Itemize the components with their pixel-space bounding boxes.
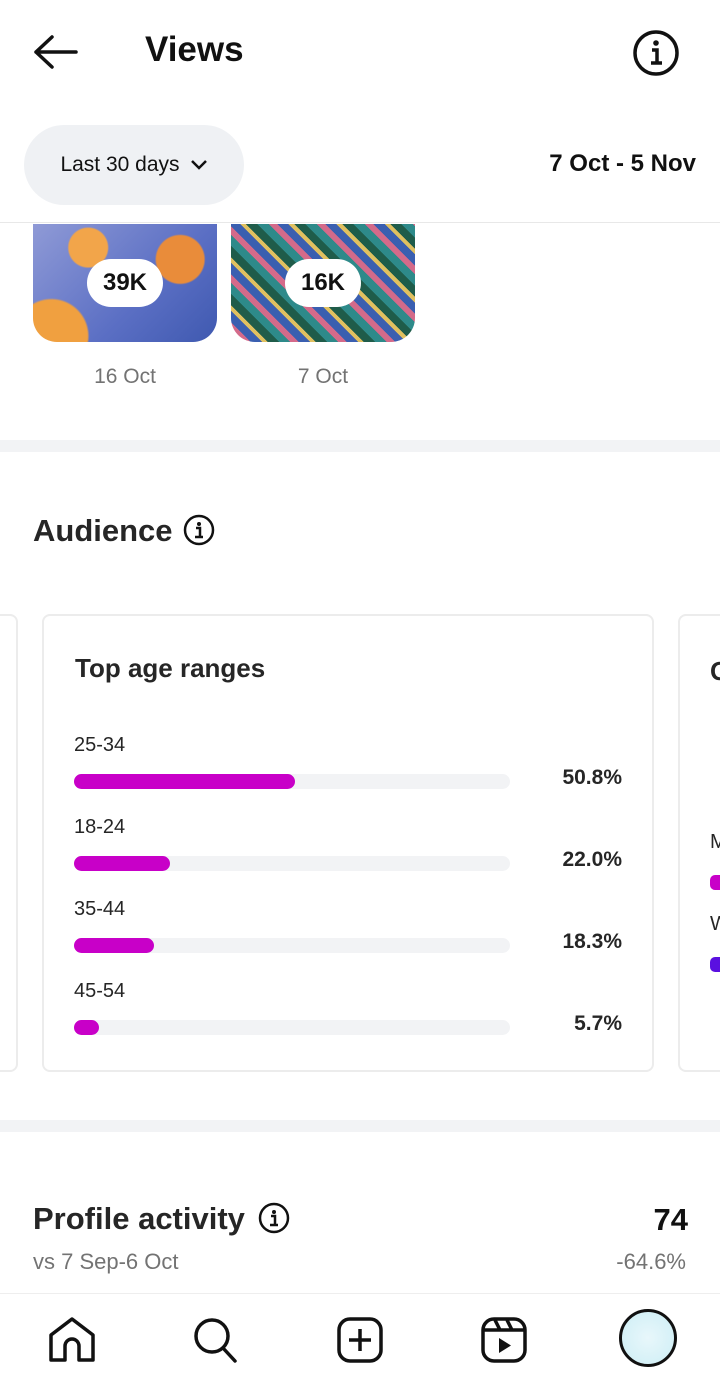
age-range-label: 35-44 [74, 898, 126, 920]
card-title: G [710, 656, 720, 686]
change-percent: -64.6% [616, 1249, 686, 1274]
age-range-bar-fill [74, 1020, 99, 1035]
reels-icon[interactable] [480, 1316, 528, 1364]
audience-card-previous[interactable] [0, 614, 18, 1072]
date-range: 7 Oct - 5 Nov [549, 150, 696, 177]
period-label: Last 30 days [60, 153, 180, 176]
age-range-bar-fill [74, 938, 154, 953]
info-icon[interactable] [258, 1202, 290, 1234]
age-range-bar-track [74, 856, 510, 871]
views-badge: 39K [86, 259, 164, 307]
content-thumbnail[interactable]: 39K [33, 224, 217, 342]
age-range-percent: 50.8% [562, 766, 622, 789]
gender-card[interactable]: G M W [678, 614, 720, 1072]
header: Views [0, 0, 720, 105]
profile-activity-title: Profile activity [33, 1201, 245, 1236]
gender-bar [710, 957, 720, 972]
period-dropdown[interactable]: Last 30 days [24, 125, 244, 205]
comparison-period: vs 7 Sep-6 Oct [33, 1249, 179, 1274]
chevron-down-icon [190, 160, 207, 170]
profile-avatar[interactable] [619, 1309, 677, 1367]
age-range-label: 45-54 [74, 980, 126, 1002]
audience-title: Audience [33, 513, 173, 548]
divider [0, 222, 720, 223]
content-date: 16 Oct [94, 365, 156, 388]
create-icon[interactable] [336, 1316, 384, 1364]
gender-label: W [710, 913, 720, 935]
age-range-percent: 5.7% [574, 1012, 622, 1035]
profile-activity-value: 74 [653, 1202, 688, 1237]
info-icon[interactable] [183, 514, 215, 546]
home-icon[interactable] [48, 1316, 96, 1364]
age-range-bar-track [74, 774, 510, 789]
bottom-nav [0, 1293, 720, 1399]
info-icon[interactable] [632, 29, 680, 77]
content-thumbnail[interactable]: 16K [231, 224, 415, 342]
page-title: Views [145, 30, 244, 69]
gender-label: M [710, 831, 720, 853]
section-separator [0, 1120, 720, 1132]
age-ranges-card [42, 614, 654, 1072]
card-title-clip: G [710, 656, 720, 686]
content-date: 7 Oct [297, 365, 349, 388]
gender-label-clip: W [710, 913, 720, 935]
arrow-left-icon[interactable] [32, 34, 80, 70]
age-range-bar-track [74, 938, 510, 953]
age-range-bar-track [74, 1020, 510, 1035]
gender-label-clip: M [710, 831, 720, 853]
card-title: Top age ranges [75, 653, 266, 683]
age-range-percent: 18.3% [562, 930, 622, 953]
views-badge: 16K [284, 259, 362, 307]
age-range-bar-fill [74, 774, 296, 789]
age-range-label: 25-34 [74, 734, 126, 756]
age-range-label: 18-24 [74, 816, 126, 838]
search-icon[interactable] [192, 1316, 240, 1364]
gender-bar [710, 875, 720, 890]
section-separator [0, 440, 720, 452]
age-range-bar-fill [74, 856, 170, 871]
age-range-percent: 22.0% [562, 848, 622, 871]
